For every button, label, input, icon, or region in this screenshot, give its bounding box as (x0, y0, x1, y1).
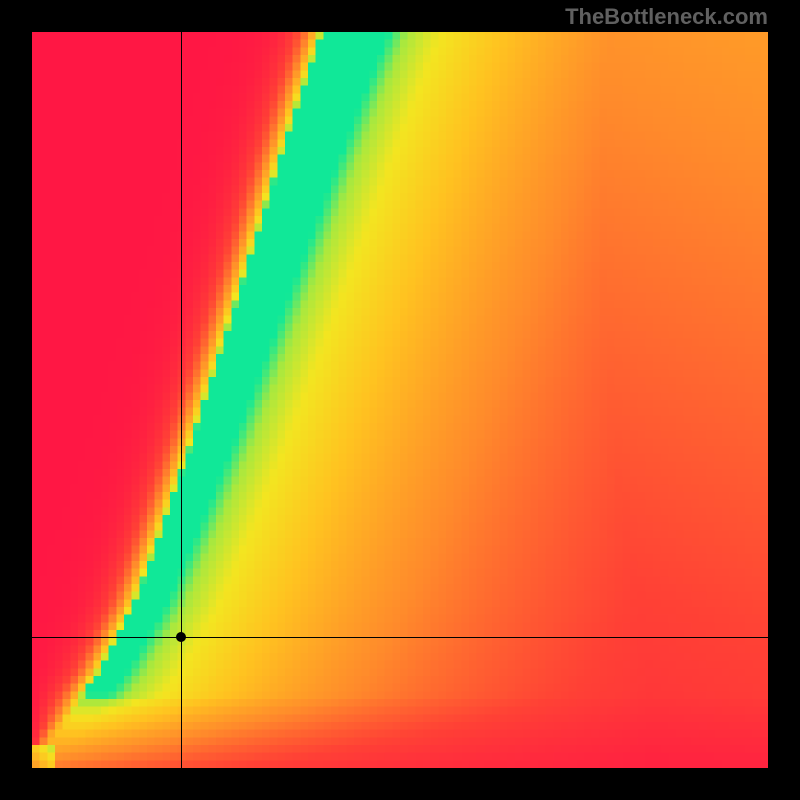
marker-dot (176, 632, 186, 642)
watermark-text: TheBottleneck.com (565, 4, 768, 30)
border-bottom (0, 768, 800, 800)
heatmap-canvas (32, 32, 768, 768)
crosshair-vertical (181, 32, 182, 768)
border-right (768, 0, 800, 800)
border-left (0, 0, 32, 800)
crosshair-horizontal (32, 637, 768, 638)
plot-area (32, 32, 768, 768)
